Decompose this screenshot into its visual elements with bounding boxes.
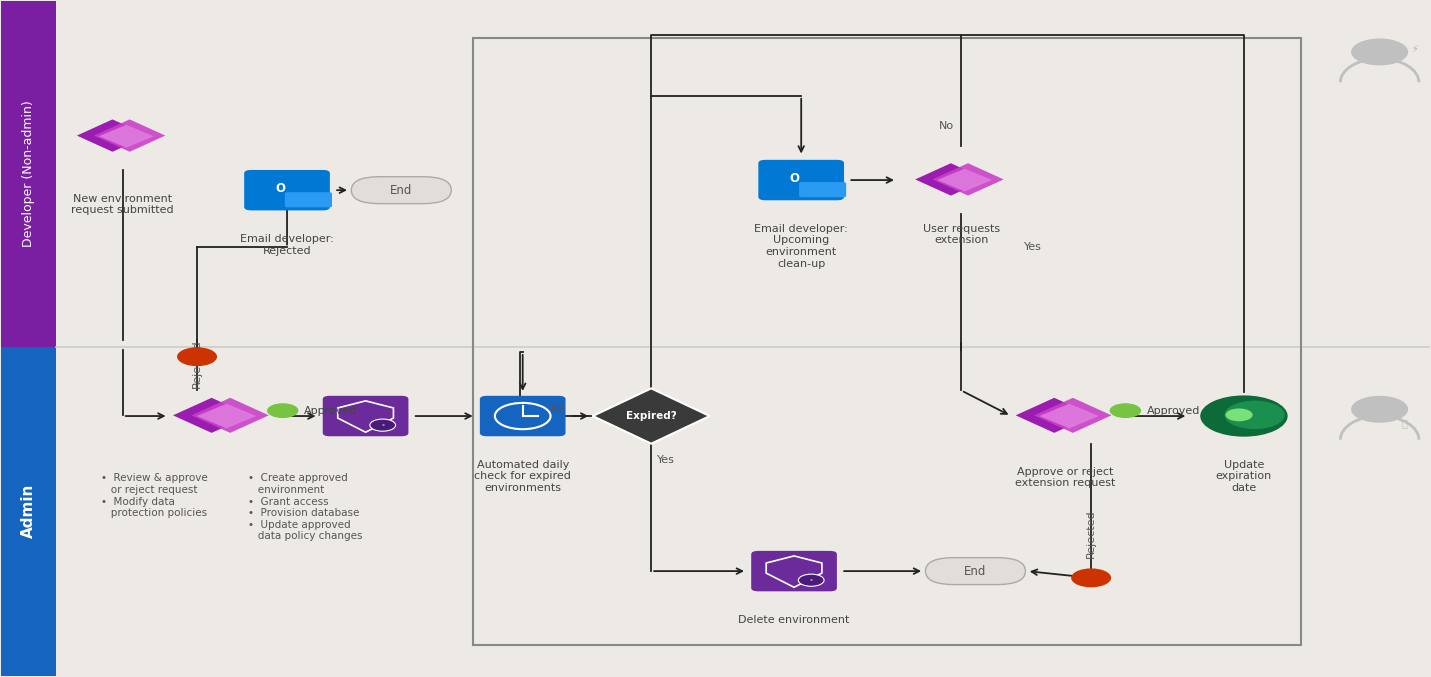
Text: User requests
extension: User requests extension bbox=[923, 224, 1000, 246]
Polygon shape bbox=[592, 389, 710, 443]
Text: New environment
request submitted: New environment request submitted bbox=[72, 194, 175, 215]
Polygon shape bbox=[192, 398, 269, 433]
Text: O: O bbox=[790, 171, 800, 185]
Polygon shape bbox=[1016, 398, 1093, 433]
Text: •  Review & approve
   or reject request
•  Modify data
   protection policies: • Review & approve or reject request • M… bbox=[102, 473, 207, 518]
Circle shape bbox=[1109, 403, 1141, 418]
FancyBboxPatch shape bbox=[1, 347, 56, 676]
Text: Email developer:
Rejected: Email developer: Rejected bbox=[240, 234, 333, 256]
FancyBboxPatch shape bbox=[479, 396, 565, 436]
Text: 🛡: 🛡 bbox=[1401, 418, 1407, 428]
Polygon shape bbox=[933, 163, 1003, 196]
Polygon shape bbox=[1035, 398, 1112, 433]
FancyBboxPatch shape bbox=[1, 1, 56, 347]
Text: Admin: Admin bbox=[21, 484, 36, 538]
Text: Yes: Yes bbox=[1023, 242, 1042, 253]
Polygon shape bbox=[1039, 403, 1099, 429]
Polygon shape bbox=[77, 119, 149, 152]
Text: Approved: Approved bbox=[305, 406, 358, 416]
Text: Expired?: Expired? bbox=[625, 411, 677, 421]
Circle shape bbox=[369, 419, 395, 431]
Text: No: No bbox=[551, 404, 565, 414]
Text: ⚙: ⚙ bbox=[810, 578, 813, 582]
FancyBboxPatch shape bbox=[351, 177, 451, 204]
Polygon shape bbox=[937, 169, 992, 192]
FancyBboxPatch shape bbox=[245, 170, 331, 211]
Circle shape bbox=[1225, 401, 1285, 429]
Text: Automated daily
check for expired
environments: Automated daily check for expired enviro… bbox=[474, 460, 571, 493]
Text: Rejected: Rejected bbox=[192, 339, 202, 388]
Text: O: O bbox=[276, 181, 286, 195]
FancyBboxPatch shape bbox=[751, 551, 837, 591]
Polygon shape bbox=[197, 403, 256, 429]
FancyBboxPatch shape bbox=[798, 182, 846, 197]
Polygon shape bbox=[173, 398, 250, 433]
Circle shape bbox=[1201, 395, 1288, 437]
Text: Delete environment: Delete environment bbox=[738, 615, 850, 625]
FancyBboxPatch shape bbox=[926, 558, 1026, 585]
FancyBboxPatch shape bbox=[323, 396, 408, 436]
Text: Update
expiration
date: Update expiration date bbox=[1216, 460, 1272, 493]
Circle shape bbox=[268, 403, 299, 418]
Polygon shape bbox=[916, 163, 986, 196]
Text: Rejected: Rejected bbox=[1086, 510, 1096, 559]
Circle shape bbox=[1225, 408, 1252, 421]
Text: Developer (Non-admin): Developer (Non-admin) bbox=[21, 101, 34, 247]
Text: End: End bbox=[391, 183, 412, 197]
Text: Approved: Approved bbox=[1146, 406, 1201, 416]
Text: End: End bbox=[964, 565, 986, 577]
Text: No: No bbox=[939, 121, 954, 131]
Text: •  Create approved
   environment
•  Grant access
•  Provision database
•  Updat: • Create approved environment • Grant ac… bbox=[249, 473, 363, 542]
Circle shape bbox=[798, 574, 824, 586]
Text: Approve or reject
extension request: Approve or reject extension request bbox=[1015, 466, 1116, 488]
FancyBboxPatch shape bbox=[758, 160, 844, 200]
Text: ⚙: ⚙ bbox=[381, 423, 385, 427]
FancyBboxPatch shape bbox=[285, 192, 332, 207]
Polygon shape bbox=[99, 125, 153, 148]
Circle shape bbox=[177, 347, 218, 366]
Circle shape bbox=[1351, 396, 1408, 422]
Text: Email developer:
Upcoming
environment
clean-up: Email developer: Upcoming environment cl… bbox=[754, 224, 849, 269]
Polygon shape bbox=[94, 119, 166, 152]
Circle shape bbox=[1351, 39, 1408, 66]
Text: Yes: Yes bbox=[657, 455, 674, 465]
Text: ⚡: ⚡ bbox=[1411, 44, 1418, 54]
Circle shape bbox=[1072, 569, 1110, 587]
